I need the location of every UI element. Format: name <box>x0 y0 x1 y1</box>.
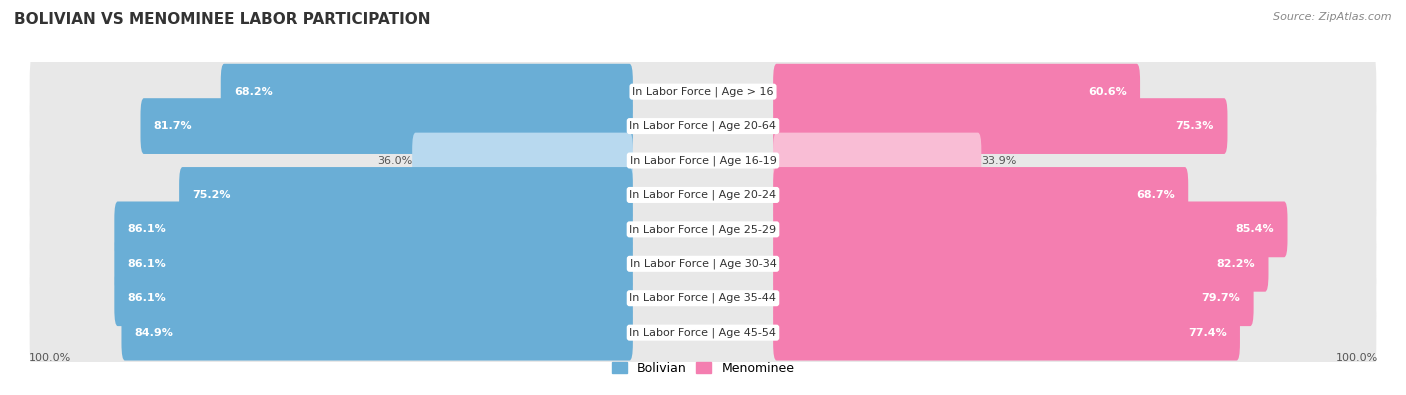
FancyBboxPatch shape <box>179 167 633 223</box>
FancyBboxPatch shape <box>114 201 633 257</box>
Text: 100.0%: 100.0% <box>28 354 70 363</box>
FancyBboxPatch shape <box>30 292 1376 373</box>
Text: 75.2%: 75.2% <box>193 190 231 200</box>
Text: 33.9%: 33.9% <box>981 156 1017 166</box>
Text: 100.0%: 100.0% <box>1336 354 1378 363</box>
Text: In Labor Force | Age 20-24: In Labor Force | Age 20-24 <box>630 190 776 200</box>
Text: 86.1%: 86.1% <box>128 293 166 303</box>
FancyBboxPatch shape <box>30 155 1376 235</box>
FancyBboxPatch shape <box>30 258 1376 339</box>
Text: 68.2%: 68.2% <box>235 87 273 97</box>
FancyBboxPatch shape <box>773 133 981 188</box>
FancyBboxPatch shape <box>30 120 1376 201</box>
Legend: Bolivian, Menominee: Bolivian, Menominee <box>606 357 800 380</box>
Text: Source: ZipAtlas.com: Source: ZipAtlas.com <box>1274 12 1392 22</box>
FancyBboxPatch shape <box>30 189 1376 270</box>
FancyBboxPatch shape <box>30 51 1376 132</box>
Text: In Labor Force | Age 16-19: In Labor Force | Age 16-19 <box>630 155 776 166</box>
FancyBboxPatch shape <box>773 98 1227 154</box>
Text: 85.4%: 85.4% <box>1236 224 1274 234</box>
FancyBboxPatch shape <box>773 270 1254 326</box>
Text: 79.7%: 79.7% <box>1202 293 1240 303</box>
Text: 86.1%: 86.1% <box>128 224 166 234</box>
FancyBboxPatch shape <box>773 201 1288 257</box>
FancyBboxPatch shape <box>114 270 633 326</box>
FancyBboxPatch shape <box>141 98 633 154</box>
Text: BOLIVIAN VS MENOMINEE LABOR PARTICIPATION: BOLIVIAN VS MENOMINEE LABOR PARTICIPATIO… <box>14 12 430 27</box>
Text: In Labor Force | Age > 16: In Labor Force | Age > 16 <box>633 87 773 97</box>
FancyBboxPatch shape <box>773 64 1140 120</box>
Text: 86.1%: 86.1% <box>128 259 166 269</box>
Text: 60.6%: 60.6% <box>1088 87 1126 97</box>
FancyBboxPatch shape <box>114 236 633 292</box>
FancyBboxPatch shape <box>221 64 633 120</box>
FancyBboxPatch shape <box>412 133 633 188</box>
FancyBboxPatch shape <box>30 86 1376 166</box>
FancyBboxPatch shape <box>773 305 1240 361</box>
Text: In Labor Force | Age 30-34: In Labor Force | Age 30-34 <box>630 259 776 269</box>
Text: In Labor Force | Age 45-54: In Labor Force | Age 45-54 <box>630 327 776 338</box>
Text: 68.7%: 68.7% <box>1136 190 1175 200</box>
Text: In Labor Force | Age 35-44: In Labor Force | Age 35-44 <box>630 293 776 303</box>
Text: 36.0%: 36.0% <box>377 156 412 166</box>
Text: In Labor Force | Age 25-29: In Labor Force | Age 25-29 <box>630 224 776 235</box>
FancyBboxPatch shape <box>121 305 633 361</box>
Text: 81.7%: 81.7% <box>153 121 193 131</box>
FancyBboxPatch shape <box>773 236 1268 292</box>
FancyBboxPatch shape <box>773 167 1188 223</box>
Text: In Labor Force | Age 20-64: In Labor Force | Age 20-64 <box>630 121 776 132</box>
Text: 75.3%: 75.3% <box>1175 121 1215 131</box>
Text: 84.9%: 84.9% <box>135 328 174 338</box>
Text: 77.4%: 77.4% <box>1188 328 1226 338</box>
FancyBboxPatch shape <box>30 224 1376 304</box>
Text: 82.2%: 82.2% <box>1216 259 1256 269</box>
